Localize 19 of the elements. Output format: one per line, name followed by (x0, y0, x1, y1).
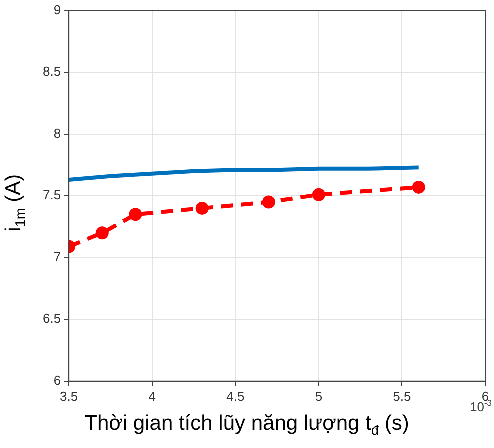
x-tick-label: 3.5 (60, 388, 78, 404)
point (262, 196, 276, 209)
point (96, 226, 109, 240)
x-tick-label: 4 (148, 388, 156, 404)
point (312, 188, 326, 202)
point (196, 202, 209, 215)
y-tick-label: 8.5 (42, 64, 62, 80)
point (412, 180, 426, 194)
x-tick-label: 5 (315, 388, 323, 404)
point (129, 208, 142, 222)
x-tick-label: 4.5 (226, 388, 245, 404)
x-axis-title: Thời gian tích lũy năng lượng t$_{đ}$ (s) (84, 412, 410, 438)
y-tick-label: 8 (54, 126, 62, 141)
y-tick-label: 9 (54, 2, 62, 18)
x-tick-label: 5.5 (393, 388, 412, 404)
y-tick-label: 7 (54, 249, 62, 264)
y-tick-label: 7.5 (42, 188, 62, 203)
y-tick-label: 6.5 (42, 311, 62, 326)
y-tick-label: 6 (54, 372, 62, 388)
